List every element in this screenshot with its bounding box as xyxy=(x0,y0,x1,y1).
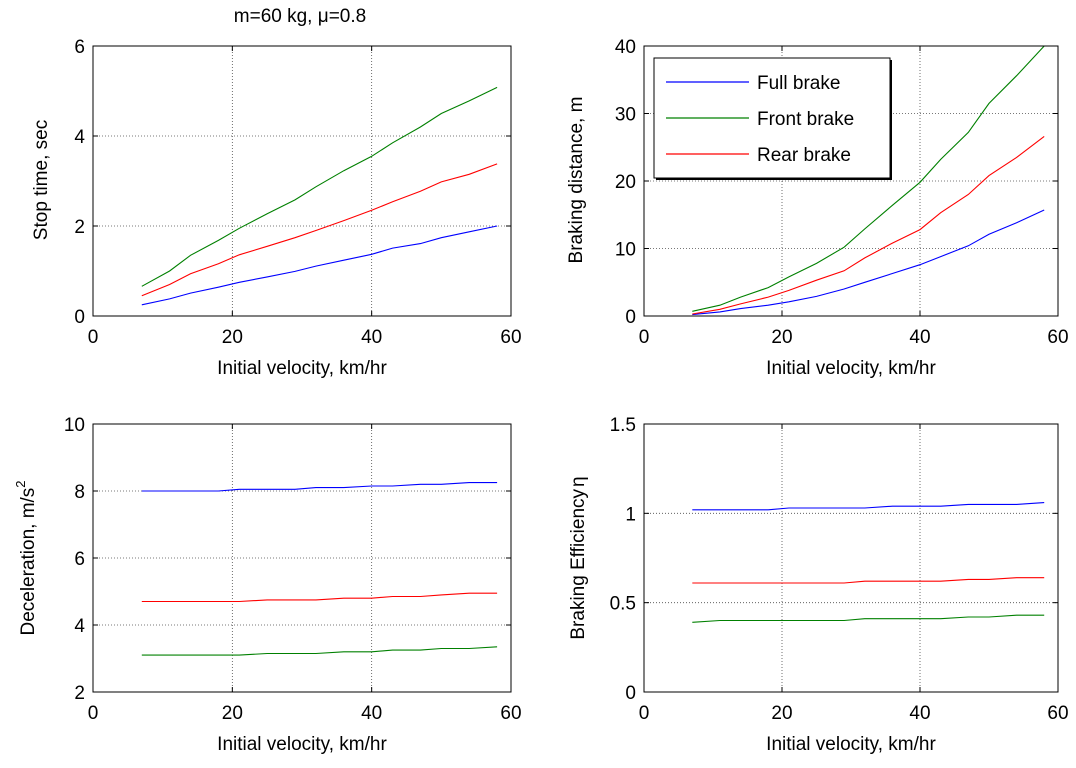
y-axis-label-superscript: 2 xyxy=(13,480,28,487)
x-axis-label: Initial velocity, km/hr xyxy=(217,734,387,755)
x-tick-label: 60 xyxy=(500,327,521,348)
x-tick-label: 0 xyxy=(639,327,650,348)
x-tick-label: 20 xyxy=(222,703,243,724)
series-line-full-brake xyxy=(692,502,1045,511)
y-axis-label-symbol: η xyxy=(568,476,589,487)
series-line-rear-brake xyxy=(692,135,1045,315)
x-tick-label: 0 xyxy=(88,327,99,348)
x-tick-label: 40 xyxy=(361,703,382,724)
series-line-full-brake xyxy=(141,482,498,492)
x-axis-label: Initial velocity, km/hr xyxy=(766,734,936,755)
y-tick-label: 10 xyxy=(64,415,85,436)
series-line-front-brake xyxy=(692,45,1045,312)
x-tick-label: 0 xyxy=(639,703,650,724)
y-tick-label: 8 xyxy=(74,482,85,503)
y-tick-label: 2 xyxy=(74,683,85,704)
y-axis-label: Braking distance, m xyxy=(566,97,587,264)
y-tick-label: 6 xyxy=(74,37,85,58)
y-axis-label: Deceleration, m/s2 xyxy=(13,480,39,635)
y-tick-label: 20 xyxy=(615,172,636,193)
legend-label: Rear brake xyxy=(757,145,851,166)
series-line-rear-brake xyxy=(141,592,498,603)
plot-area xyxy=(644,424,1058,692)
plot-area xyxy=(93,424,511,692)
y-tick-label: 0 xyxy=(625,683,636,704)
x-tick-label: 20 xyxy=(771,327,792,348)
chart-panel-1: 0 20 40 60 0 2 4 6 Initial velocity, km/hr Stop t… xyxy=(31,37,522,379)
y-tick-label: 2 xyxy=(74,217,85,238)
series-line-front-brake xyxy=(141,86,498,287)
x-tick-label: 60 xyxy=(500,703,521,724)
series-line-full-brake xyxy=(692,209,1045,316)
x-tick-label: 20 xyxy=(222,327,243,348)
legend-label: Full brake xyxy=(757,73,840,94)
chart-panel-4: 0 20 40 60 0 0.5 1 1.5 Initial velocity, km/hr Br… xyxy=(568,415,1069,755)
y-tick-label: 0.5 xyxy=(610,594,636,615)
y-tick-label: 4 xyxy=(74,616,85,637)
x-tick-label: 60 xyxy=(1047,703,1068,724)
series-line-rear-brake xyxy=(141,163,498,297)
series-line-front-brake xyxy=(141,646,498,656)
axes-box xyxy=(92,45,512,317)
series-line-full-brake xyxy=(141,225,498,306)
series-line-rear-brake xyxy=(692,577,1045,584)
chart-panel-2: 0 20 40 60 0 10 20 30 40 Initial velocity, km/hr B… xyxy=(566,37,1069,379)
y-tick-label: 6 xyxy=(74,549,85,570)
x-tick-label: 40 xyxy=(361,327,382,348)
chart-panel-3: 0 20 40 60 2 4 6 8 10 Initial velocity, km/hr Dece… xyxy=(13,415,522,755)
y-tick-label: 30 xyxy=(615,105,636,126)
y-tick-label: 4 xyxy=(74,127,85,148)
figure-title: m=60 kg, μ=0.8 xyxy=(234,6,366,27)
x-axis-label: Initial velocity, km/hr xyxy=(217,358,387,379)
x-axis-label: Initial velocity, km/hr xyxy=(766,358,936,379)
y-tick-label: 1 xyxy=(625,504,636,525)
x-tick-label: 60 xyxy=(1047,327,1068,348)
legend-label: Front brake xyxy=(757,109,854,130)
plot-area xyxy=(93,46,511,316)
series-line-front-brake xyxy=(692,614,1045,623)
y-tick-label: 40 xyxy=(615,37,636,58)
y-tick-label: 10 xyxy=(615,240,636,261)
y-axis-label: Braking Efficiencyη xyxy=(568,476,589,639)
x-tick-label: 20 xyxy=(771,703,792,724)
y-tick-label: 0 xyxy=(74,307,85,328)
x-tick-label: 40 xyxy=(909,703,930,724)
x-tick-label: 40 xyxy=(909,327,930,348)
y-tick-label: 0 xyxy=(625,307,636,328)
y-tick-label: 1.5 xyxy=(610,415,636,436)
axes-box xyxy=(643,423,1059,693)
x-tick-label: 0 xyxy=(88,703,99,724)
y-axis-label: Stop time, sec xyxy=(31,120,52,240)
